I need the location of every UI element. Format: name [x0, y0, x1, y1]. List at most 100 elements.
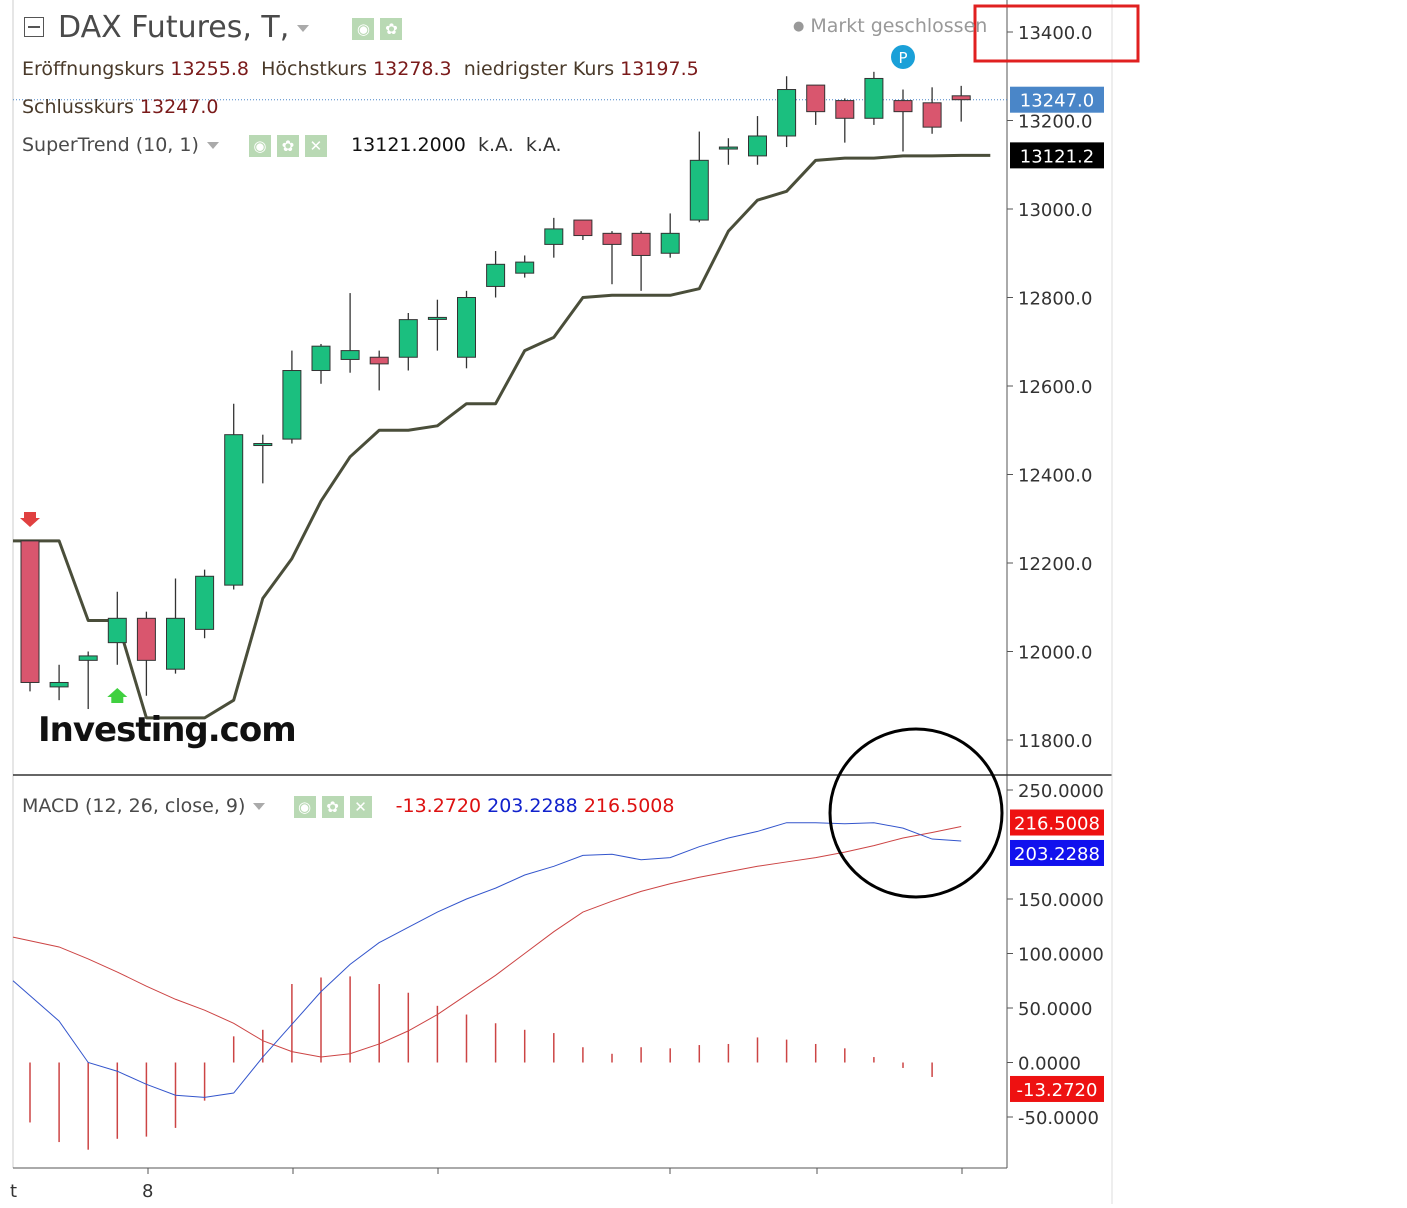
candle-body	[311, 345, 331, 372]
macd-label: MACD (12, 26, close, 9)	[22, 795, 246, 817]
macd-tick-label: 50.0000	[1018, 999, 1092, 1020]
macd-line-badge-bg	[1010, 839, 1104, 866]
candle	[253, 434, 273, 484]
candle	[195, 569, 215, 639]
candle-body	[660, 232, 680, 254]
candle-body	[631, 232, 651, 256]
candle	[515, 255, 535, 278]
high-value: 13278.3	[373, 58, 452, 80]
market-status: ● Markt geschlossen	[793, 15, 987, 37]
candle-body	[689, 159, 709, 221]
collapse-icon[interactable]	[24, 17, 44, 37]
price-tick-label: 12800.0	[1018, 289, 1092, 310]
buy-arrow-icon	[107, 688, 128, 703]
macd-line	[12, 822, 962, 1098]
supertrend-close-icon[interactable]: ✕	[304, 134, 327, 157]
close-label: Schlusskurs	[22, 96, 134, 118]
macd-tick-label: 0.0000	[1018, 1054, 1081, 1075]
candle	[864, 71, 884, 125]
supertrend-dropdown-icon[interactable]	[206, 142, 219, 149]
candle-body	[78, 655, 98, 661]
candle-body	[806, 84, 826, 113]
candle-body	[718, 146, 738, 150]
candle-body	[253, 443, 273, 447]
macd-signal-badge: 216.5008	[1014, 814, 1100, 835]
instrument-title: DAX Futures, T, ◉ ✿	[58, 10, 408, 45]
macd-signal-badge-bg	[1010, 809, 1104, 836]
candle	[922, 87, 942, 134]
candle	[689, 131, 709, 223]
candle	[748, 116, 767, 165]
candle	[107, 591, 127, 665]
p-marker-icon	[891, 45, 915, 69]
candle-body	[195, 575, 215, 630]
market-status-text: Markt geschlossen	[810, 15, 988, 37]
status-dot-icon: ●	[793, 19, 805, 34]
candle-body	[922, 102, 942, 128]
candle-body	[573, 219, 593, 237]
macd-eye-icon[interactable]: ◉	[293, 795, 316, 818]
annotation-circle	[828, 727, 1004, 899]
candle	[224, 403, 244, 590]
supertrend-eye-icon[interactable]: ◉	[248, 134, 271, 157]
macd-gear-icon[interactable]: ✿	[321, 795, 344, 818]
candle	[893, 89, 913, 152]
macd-signal-value: 216.5008	[583, 795, 675, 817]
candle	[427, 299, 447, 351]
low-label: niedrigster Kurs	[463, 58, 615, 80]
time-tick-label: 8	[142, 1181, 153, 1202]
close-row: Schlusskurs 13247.0	[22, 96, 218, 118]
plot-area	[13, 0, 1007, 1168]
candle-body	[515, 261, 535, 274]
candle	[20, 540, 40, 692]
candle-body	[224, 434, 244, 586]
candle-body	[457, 297, 476, 358]
candle-body	[369, 356, 389, 365]
open-label: Eröffnungskurs	[22, 58, 165, 80]
candle-body	[951, 95, 971, 101]
last-price-badge: 13247.0	[1020, 91, 1094, 112]
candle	[835, 98, 855, 143]
candle-body	[544, 228, 564, 245]
p-marker-label: P	[898, 49, 907, 67]
candle-body	[777, 89, 797, 137]
candle-body	[166, 617, 185, 670]
supertrend-na-2: k.A.	[525, 134, 562, 156]
candle	[806, 84, 826, 125]
macd-tick-label: 100.0000	[1018, 945, 1104, 966]
price-tick-label: 12600.0	[1018, 377, 1092, 398]
candle	[544, 217, 564, 258]
candle-body	[893, 100, 913, 113]
supertrend-line	[13, 153, 991, 720]
price-tick-label: 11800.0	[1018, 731, 1092, 752]
low-value: 13197.5	[620, 58, 699, 80]
candle-body	[49, 681, 69, 688]
supertrend-gear-icon[interactable]: ✿	[276, 134, 299, 157]
time-tick-label: t	[10, 1181, 17, 1202]
ohlc-row: Eröffnungskurs 13255.8 Höchstkurs 13278.…	[22, 58, 699, 80]
gear-icon[interactable]: ✿	[380, 17, 403, 40]
candle	[660, 213, 680, 258]
candle-body	[835, 100, 855, 119]
candle	[340, 293, 360, 373]
title-dropdown-icon[interactable]	[297, 25, 310, 32]
macd-hist-badge-bg	[1010, 1075, 1104, 1102]
candle	[166, 578, 185, 674]
macd-tick-label: -50.0000	[1018, 1108, 1099, 1129]
macd-dropdown-icon[interactable]	[253, 803, 266, 810]
candle-body	[107, 617, 127, 644]
candle	[573, 219, 593, 240]
eye-icon[interactable]: ◉	[352, 17, 375, 40]
candle	[457, 290, 476, 369]
candle-body	[427, 316, 447, 320]
candle	[398, 312, 418, 371]
price-tick-label: 13000.0	[1018, 200, 1092, 221]
candle	[282, 350, 302, 444]
macd-row: MACD (12, 26, close, 9) ◉ ✿ ✕ -13.2720 203…	[22, 795, 675, 818]
macd-close-icon[interactable]: ✕	[349, 795, 372, 818]
open-value: 13255.8	[170, 58, 249, 80]
candle-body	[340, 350, 360, 360]
high-label: Höchstkurs	[261, 58, 368, 80]
